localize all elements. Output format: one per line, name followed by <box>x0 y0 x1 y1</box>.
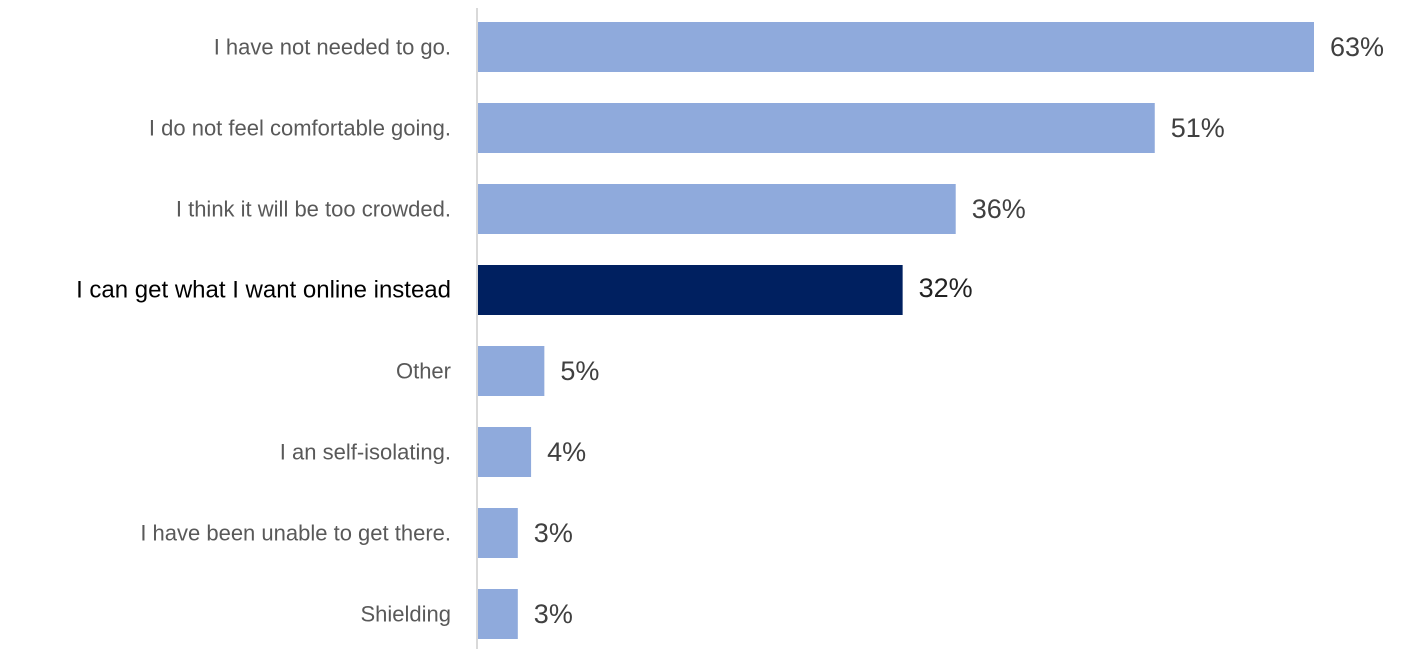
value-labels-group: 63% 51% 36% 32% 5% 4% 3% 3% <box>534 32 1384 629</box>
value-label-2: 36% <box>972 194 1026 224</box>
bar-3 <box>478 265 903 315</box>
bar-6 <box>478 508 518 558</box>
bar-7 <box>478 589 518 639</box>
category-label-5: I an self-isolating. <box>280 440 451 465</box>
value-label-6: 3% <box>534 518 573 548</box>
category-label-1: I do not feel comfortable going. <box>149 116 451 141</box>
category-label-7: Shielding <box>360 602 451 627</box>
value-label-5: 4% <box>547 437 586 467</box>
value-label-0: 63% <box>1330 32 1384 62</box>
bar-4 <box>478 346 545 396</box>
bar-1 <box>478 103 1155 153</box>
bar-5 <box>478 427 532 477</box>
value-label-4: 5% <box>560 356 599 386</box>
bar-2 <box>478 184 956 234</box>
category-label-6: I have been unable to get there. <box>140 521 451 546</box>
bars-group <box>478 22 1314 639</box>
value-label-7: 3% <box>534 599 573 629</box>
category-label-0: I have not needed to go. <box>214 35 451 60</box>
bar-0 <box>478 22 1314 72</box>
category-label-2: I think it will be too crowded. <box>176 197 451 222</box>
value-label-1: 51% <box>1171 113 1225 143</box>
category-label-4: Other <box>396 359 451 384</box>
value-label-3: 32% <box>919 273 973 303</box>
category-label-3: I can get what I want online instead <box>76 277 451 304</box>
category-labels-group: I have not needed to go. I do not feel co… <box>76 35 451 627</box>
